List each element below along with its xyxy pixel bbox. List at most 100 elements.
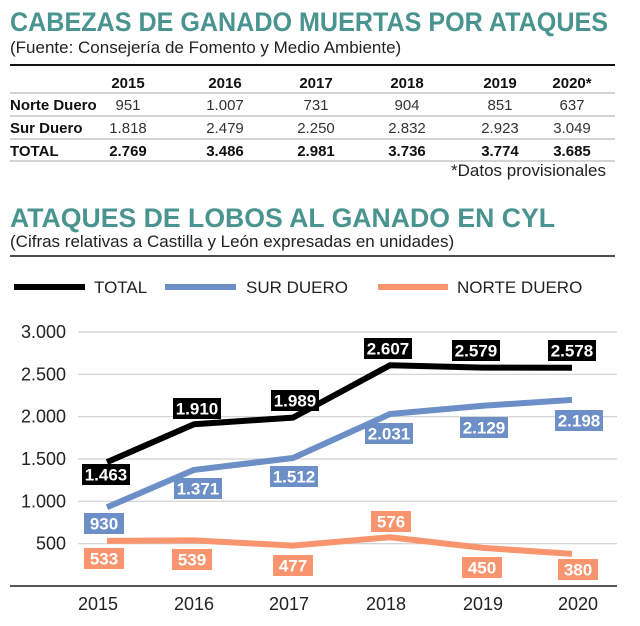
table-cell: 2.250 [297,120,335,137]
data-label-box [82,464,130,485]
legend-label: NORTE DUERO [457,278,582,297]
column-header: 2018 [390,75,423,92]
table-cell: 2.832 [388,120,426,137]
data-label-text: 2.578 [551,342,594,361]
table-cell: 2.981 [297,143,335,160]
data-label-box [172,549,212,570]
data-label: 1.512 [270,466,318,487]
data-label-text: 1.463 [85,466,128,485]
data-label-box [173,398,221,419]
data-label-text: 2.031 [368,425,411,444]
table-cell: 851 [487,97,512,114]
row-label: TOTAL [10,143,59,160]
data-label-text: 539 [178,551,206,570]
y-tick-label: 2.500 [21,364,66,384]
table-cell: 2.769 [109,143,147,160]
x-tick-label: 2018 [366,594,406,614]
data-label-text: 930 [90,515,118,534]
legend-item: SUR DUERO [165,278,348,297]
legend-label: SUR DUERO [246,278,348,297]
x-tick-label: 2019 [463,594,503,614]
table-cell: 731 [303,97,328,114]
series-line [106,534,573,557]
data-label-box [273,555,313,576]
data-label: 1.989 [271,390,319,411]
table-cell: 637 [559,97,584,114]
x-tick-label: 2017 [269,594,309,614]
data-label: 2.031 [365,423,413,444]
data-label: 533 [84,548,124,569]
table-row: Sur Duero 1.818 2.479 2.250 2.832 2.923 3.049 [10,120,591,137]
data-label: 1.463 [82,464,130,485]
data-label-box [270,466,318,487]
data-label-box [84,548,124,569]
y-tick-label: 1.000 [21,491,66,511]
legend: TOTAL SUR DUERO NORTE DUERO [14,278,582,297]
series-line [105,396,573,511]
table-cell: 2.923 [481,120,519,137]
series-total: 1.463 1.910 1.989 2.607 2.579 2.578 [82,338,596,485]
table-title: CABEZAS DE GANADO MUERTAS POR ATAQUES [10,7,608,37]
row-label: Sur Duero [10,120,83,137]
data-label-text: 450 [468,559,496,578]
data-label-text: 2.579 [455,342,498,361]
data-table: 2015 2016 2017 2018 2019 2020* Norte Duero 951 1… [10,75,615,162]
table-cell: 3.486 [206,143,244,160]
column-header: 2016 [208,75,241,92]
chart-title: ATAQUES DE LOBOS AL GANADO EN CYL [10,203,555,233]
column-header: 2017 [299,75,332,92]
line-chart: 500 1.000 1.500 2.000 2.500 3.000 2015 2016 2017… [10,322,617,614]
column-header: 2019 [483,75,516,92]
data-label-text: 2.198 [558,412,601,431]
data-label: 1.371 [174,478,222,499]
data-label-box [452,340,500,361]
y-tick-label: 3.000 [21,322,66,342]
data-label: 450 [462,557,502,578]
data-label-text: 1.910 [176,400,219,419]
table-cell: 904 [394,97,419,114]
data-label-text: 533 [90,550,118,569]
table-cell: 1.007 [206,97,244,114]
data-label-box [371,511,411,532]
x-tick-label: 2020 [558,594,598,614]
data-label: 539 [172,549,212,570]
table-row: Norte Duero 951 1.007 731 904 851 637 [10,97,585,114]
data-label: 930 [84,513,124,534]
legend-item: NORTE DUERO [378,278,582,297]
table-cell: 3.685 [553,143,591,160]
x-tick-label: 2016 [174,594,214,614]
chart-subtitle: (Cifras relativas a Castilla y León expr… [10,232,454,251]
data-label: 2.607 [364,338,412,359]
table-footnote: *Datos provisionales [451,161,606,180]
data-label-box [462,557,502,578]
data-label-box [555,410,603,431]
y-tick-label: 500 [36,534,66,554]
data-label: 576 [371,511,411,532]
series-norte-duero: 533 539 477 576 450 380 [84,511,598,580]
data-label-box [271,390,319,411]
data-label-text: 2.607 [367,340,410,359]
y-tick-label: 1.500 [21,449,66,469]
data-label-text: 477 [279,557,307,576]
data-label: 380 [558,559,598,580]
legend-label: TOTAL [94,278,147,297]
data-label-box [460,417,508,438]
data-label-box [558,559,598,580]
table-cell: 1.818 [109,120,147,137]
data-label-text: 2.129 [463,419,506,438]
table-subtitle: (Fuente: Consejería de Fomento y Medio A… [10,38,401,57]
data-label-box [365,423,413,444]
column-header: 2015 [111,75,144,92]
table-cell: 3.774 [481,143,519,160]
column-header: 2020* [552,75,591,92]
table-cell: 951 [115,97,140,114]
series-sur-duero: 930 1.371 1.512 2.031 2.129 2.198 [84,396,603,534]
data-label-text: 576 [377,513,405,532]
data-label-box [174,478,222,499]
data-label: 2.579 [452,340,500,361]
data-label: 477 [273,555,313,576]
data-label-box [548,340,596,361]
data-label-box [84,513,124,534]
data-label: 1.910 [173,398,221,419]
